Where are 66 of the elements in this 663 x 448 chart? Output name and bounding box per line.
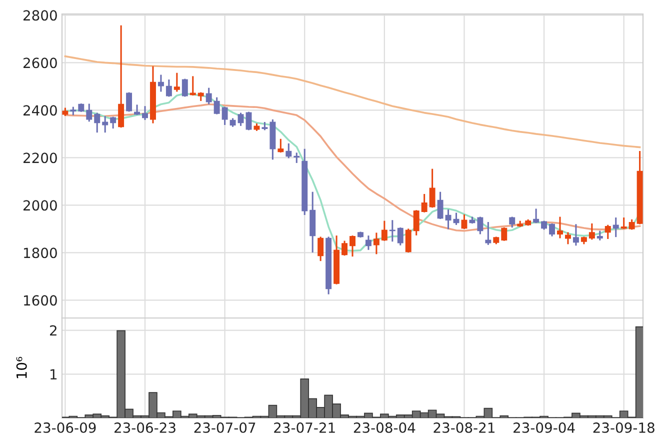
candlestick xyxy=(564,232,571,244)
candlestick xyxy=(278,138,284,153)
y-tick-label: 1 xyxy=(50,369,57,380)
candlestick xyxy=(572,224,579,246)
candlestick xyxy=(588,223,595,240)
candlestick xyxy=(294,152,300,163)
candlestick xyxy=(118,25,124,128)
x-tick-label: 23-08-21 xyxy=(434,422,494,433)
candlestick xyxy=(318,236,324,262)
x-tick-label: 23-06-23 xyxy=(114,422,176,433)
candlestick xyxy=(182,78,188,97)
x-tick-label: 23-08-04 xyxy=(354,422,416,433)
candlestick xyxy=(190,76,196,96)
candlestick xyxy=(612,217,619,238)
candlestick xyxy=(222,106,228,125)
candlestick xyxy=(206,88,212,104)
candlestick xyxy=(604,224,611,239)
y-tick-label: 2200 xyxy=(24,152,57,164)
candlestick xyxy=(485,222,492,245)
line-series xyxy=(64,55,641,148)
candlestick xyxy=(620,217,627,229)
y-tick-label: 2 xyxy=(50,325,56,336)
candlestick xyxy=(86,104,92,122)
candlestick xyxy=(142,106,148,120)
candlestick xyxy=(429,168,436,208)
candlestick xyxy=(381,220,388,241)
y-tick-label: 2600 xyxy=(24,58,57,68)
candlestick xyxy=(557,216,563,238)
candlestick xyxy=(445,209,452,230)
candlestick xyxy=(102,116,108,133)
candlestick xyxy=(509,216,516,228)
candlestick xyxy=(501,227,508,241)
x-tick-label: 23-07-21 xyxy=(274,422,335,433)
candlestick xyxy=(533,208,540,224)
y-tick-label: 1600 xyxy=(24,295,57,306)
candlestick xyxy=(405,228,412,253)
candlestick xyxy=(350,236,356,257)
candlestick xyxy=(158,74,164,92)
candlestick xyxy=(238,112,244,126)
y-tick-label: 2400 xyxy=(24,105,57,116)
candlestick xyxy=(365,236,372,250)
candlestick xyxy=(94,112,100,133)
candlestick xyxy=(397,227,404,246)
candlestick xyxy=(549,223,556,236)
y-tick-label: 2000 xyxy=(24,200,57,211)
candlestick xyxy=(126,92,132,112)
candlestick xyxy=(246,112,252,130)
candlestick xyxy=(373,232,380,254)
candlestick xyxy=(461,214,468,229)
y-tick-label: 2800 xyxy=(24,10,57,21)
candlestick xyxy=(342,240,348,256)
y-tick-label: 1800 xyxy=(24,248,57,258)
candlestick xyxy=(477,216,484,234)
candlestick xyxy=(413,210,420,236)
x-tick-label: 23-06-09 xyxy=(34,422,96,433)
candlestick xyxy=(421,194,428,212)
candlestick xyxy=(174,72,180,92)
candlestick xyxy=(286,143,292,158)
candlestick xyxy=(214,97,220,114)
x-tick-label: 23-07-07 xyxy=(194,422,256,433)
x-tick-label: 23-09-04 xyxy=(514,422,575,433)
x-tick-label: 23-09-18 xyxy=(593,422,654,433)
candlestick xyxy=(437,192,444,220)
candlestick xyxy=(110,116,116,129)
y-axis-title: 10⁶ xyxy=(16,356,27,378)
candlestick xyxy=(166,80,172,97)
